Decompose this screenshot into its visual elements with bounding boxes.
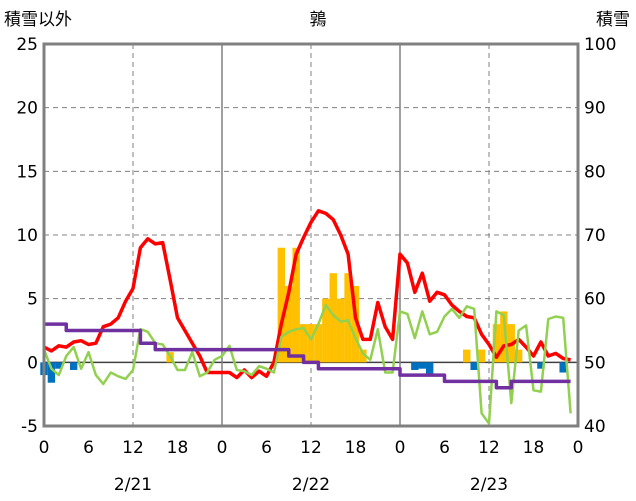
green-series-line (42, 303, 572, 425)
left-axis-label: 積雪以外 (4, 10, 72, 30)
x-tick: 0 (217, 438, 228, 458)
blue-bar (55, 362, 63, 369)
orange-bar (514, 349, 523, 363)
x-tick: 0 (395, 438, 406, 458)
y-left-tick: 10 (16, 226, 38, 246)
y-left-tick: -5 (21, 417, 38, 437)
orange-bar (344, 273, 352, 363)
x-tick: 0 (573, 438, 584, 458)
orange-bar (500, 311, 508, 363)
y-left-tick: 15 (16, 162, 38, 182)
x-tick: 18 (167, 438, 189, 458)
orange-bar (477, 349, 486, 363)
x-tick: 12 (478, 438, 500, 458)
y-right-tick: 90 (584, 99, 606, 119)
orange-bar (299, 324, 308, 363)
orange-bar (307, 324, 315, 363)
orange-bar (351, 285, 360, 363)
y-right-tick: 70 (584, 226, 606, 246)
y-right-tick: 80 (584, 162, 606, 182)
x-tick: 18 (523, 438, 545, 458)
orange-bar (285, 285, 293, 363)
y-right-tick: 100 (584, 35, 616, 55)
blue-bar (418, 362, 426, 369)
date-label: 2/21 (114, 475, 152, 495)
orange-bar (292, 247, 300, 363)
blue-bar (559, 362, 567, 373)
x-tick: 6 (83, 438, 94, 458)
blue-bar (425, 362, 434, 377)
y-right-tick: 50 (584, 353, 606, 373)
x-tick: 6 (261, 438, 272, 458)
x-tick: 18 (345, 438, 367, 458)
x-tick: 6 (439, 438, 450, 458)
blue-bar (537, 362, 545, 369)
y-right-tick: 60 (584, 290, 606, 310)
chart-title: 鶉 (310, 10, 327, 30)
blue-bar (411, 362, 419, 370)
orange-bar (277, 247, 286, 363)
blue-bar (47, 362, 56, 383)
orange-bar (329, 273, 337, 363)
plot-frame (42, 42, 580, 428)
blue-bar (470, 362, 478, 370)
red-series-line (43, 209, 571, 380)
y-left-tick: 0 (27, 353, 38, 373)
orange-bar (336, 298, 345, 363)
orange-bar (322, 298, 330, 363)
purple-series-line (44, 322, 571, 390)
orange-bar (463, 349, 471, 363)
date-label: 2/22 (292, 475, 330, 495)
y-right-tick: 40 (584, 417, 606, 437)
y-left-tick: 20 (16, 99, 38, 119)
y-left-tick: 5 (27, 290, 38, 310)
x-tick: 12 (300, 438, 322, 458)
x-tick: 0 (39, 438, 50, 458)
date-label: 2/23 (470, 475, 508, 495)
orange-bar (314, 324, 323, 363)
right-axis-label: 積雪 (596, 10, 630, 30)
y-left-tick: 25 (16, 35, 38, 55)
orange-bar (359, 349, 367, 363)
orange-bar (492, 324, 501, 363)
blue-bar (69, 362, 78, 370)
x-tick: 12 (122, 438, 144, 458)
